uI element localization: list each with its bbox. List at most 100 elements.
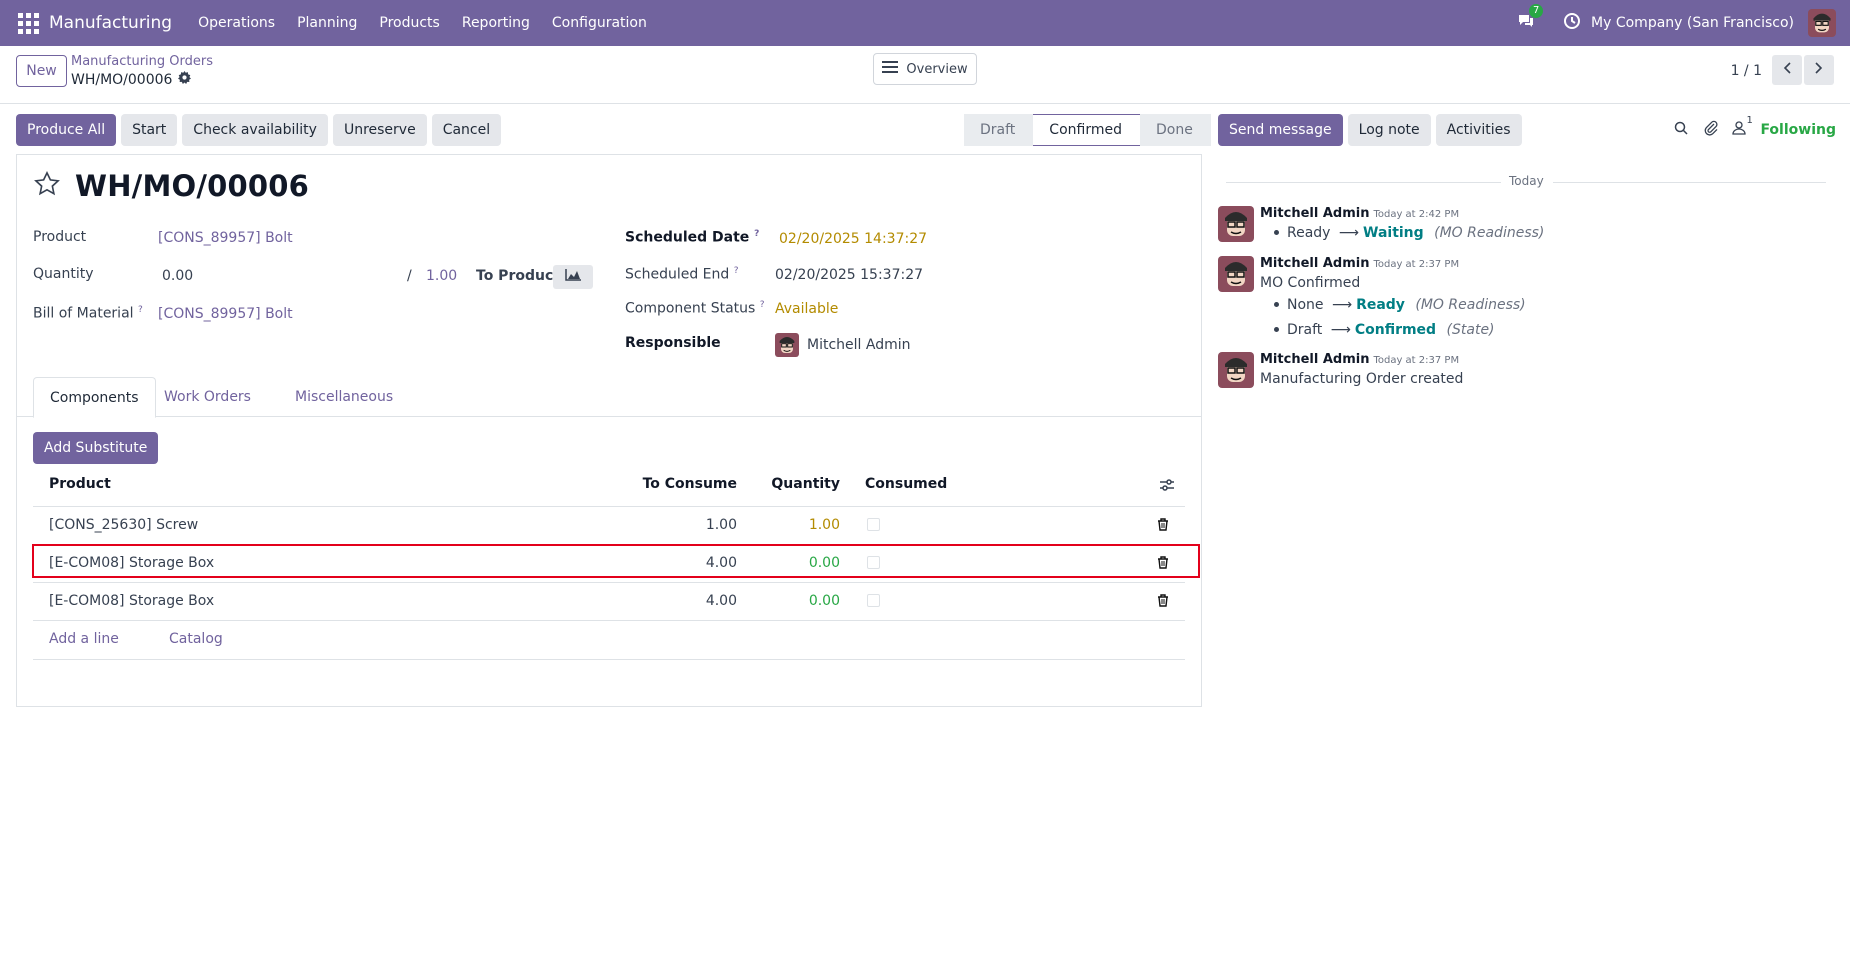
followers-icon[interactable]: 1 <box>1732 115 1753 139</box>
row-consumed-checkbox[interactable] <box>867 518 880 531</box>
responsible-avatar <box>775 333 799 357</box>
following-toggle[interactable]: Following <box>1760 122 1836 138</box>
message-header: Mitchell Admin Today at 2:37 PM <box>1260 352 1459 367</box>
add-substitute-button[interactable]: Add Substitute <box>33 432 159 464</box>
author-avatar[interactable] <box>1218 256 1254 292</box>
stage-confirmed[interactable]: Confirmed <box>1033 114 1140 146</box>
tab-work-orders[interactable]: Work Orders <box>164 389 251 405</box>
gear-icon[interactable] <box>178 71 192 88</box>
bullet-icon <box>1274 326 1279 332</box>
scheduled-end-field[interactable]: 02/20/2025 15:37:27 <box>775 267 924 283</box>
log-note-button[interactable]: Log note <box>1347 114 1431 146</box>
tab-miscellaneous[interactable]: Miscellaneous <box>295 389 394 405</box>
trash-icon[interactable] <box>1157 556 1169 573</box>
row-quantity[interactable]: 1.00 <box>808 517 840 533</box>
author-avatar[interactable] <box>1218 206 1254 242</box>
stage-draft[interactable]: Draft <box>964 114 1034 146</box>
scheduled-date-field[interactable]: 02/20/2025 14:37:27 <box>779 231 928 247</box>
scheduled-end-help-icon[interactable]: ? <box>733 266 739 276</box>
tracking-field: (MO Readiness) <box>1415 297 1526 313</box>
optional-columns-icon[interactable] <box>1159 478 1175 496</box>
col-header-to-consume[interactable]: To Consume <box>642 476 737 492</box>
row-consumed-checkbox[interactable] <box>867 556 880 569</box>
menu-operations[interactable]: Operations <box>198 15 276 31</box>
catalog-link[interactable]: Catalog <box>169 631 223 647</box>
bom-label-text: Bill of Material <box>33 305 134 322</box>
quantity-target[interactable]: 1.00 <box>426 268 458 284</box>
menu-reporting[interactable]: Reporting <box>461 15 530 31</box>
responsible-field[interactable]: Mitchell Admin <box>807 337 911 353</box>
message-body: MO Confirmed <box>1260 275 1361 291</box>
quantity-input[interactable]: 0.00 <box>162 268 194 284</box>
table-row[interactable]: [E-COM08] Storage Box 4.00 0.00 <box>33 582 1185 620</box>
app-name[interactable]: Manufacturing <box>49 13 173 33</box>
cancel-button[interactable]: Cancel <box>431 114 502 146</box>
col-header-quantity[interactable]: Quantity <box>771 476 840 492</box>
forecast-report-button[interactable] <box>553 265 593 289</box>
tracking-field: (State) <box>1446 322 1495 338</box>
author-avatar[interactable] <box>1218 352 1254 388</box>
stage-done[interactable]: Done <box>1139 114 1211 146</box>
pager-previous-button[interactable] <box>1772 55 1802 85</box>
paperclip-icon[interactable] <box>1704 120 1718 140</box>
row-consumed-checkbox[interactable] <box>867 594 880 607</box>
message-author[interactable]: Mitchell Admin <box>1260 206 1370 221</box>
row-quantity[interactable]: 0.00 <box>808 593 840 609</box>
menu-lines-icon <box>882 61 899 77</box>
row-to-consume: 4.00 <box>705 555 737 571</box>
table-row[interactable]: [E-COM08] Storage Box 4.00 0.00 <box>33 544 1185 582</box>
breadcrumb-parent[interactable]: Manufacturing Orders <box>71 54 213 69</box>
user-avatar[interactable] <box>1808 9 1836 37</box>
scheduled-date-help-icon[interactable]: ? <box>754 229 760 239</box>
component-status-help-icon[interactable]: ? <box>759 300 765 310</box>
menu-configuration[interactable]: Configuration <box>551 15 647 31</box>
menu-planning[interactable]: Planning <box>297 15 358 31</box>
status-bar: Draft Confirmed Done <box>964 114 1211 146</box>
col-header-consumed[interactable]: Consumed <box>865 476 948 492</box>
message-author[interactable]: Mitchell Admin <box>1260 352 1370 367</box>
bullet-icon <box>1274 301 1279 307</box>
apps-grid-icon[interactable] <box>16 11 40 35</box>
pager-value[interactable]: 1 / 1 <box>1730 63 1762 79</box>
send-message-button[interactable]: Send message <box>1218 114 1343 146</box>
overview-label: Overview <box>906 61 968 77</box>
tab-components[interactable]: Components <box>33 377 156 418</box>
quantity-separator: / <box>407 268 412 284</box>
trash-icon[interactable] <box>1157 594 1169 611</box>
col-header-product[interactable]: Product <box>49 476 111 492</box>
produce-all-button[interactable]: Produce All <box>16 114 117 146</box>
message-author[interactable]: Mitchell Admin <box>1260 256 1370 271</box>
row-quantity[interactable]: 0.00 <box>808 555 840 571</box>
trash-icon[interactable] <box>1157 518 1169 535</box>
table-row[interactable]: [CONS_25630] Screw 1.00 1.00 <box>33 506 1185 544</box>
bom-help-icon[interactable]: ? <box>138 305 143 315</box>
row-product: [E-COM08] Storage Box <box>49 555 215 571</box>
messages-icon[interactable]: 7 <box>1517 4 1544 33</box>
menu-products[interactable]: Products <box>379 15 440 31</box>
followers-count: 1 <box>1746 115 1753 126</box>
overview-button[interactable]: Overview <box>873 53 977 85</box>
unreserve-button[interactable]: Unreserve <box>332 114 427 146</box>
company-switcher[interactable]: My Company (San Francisco) <box>1591 15 1794 31</box>
add-line-link[interactable]: Add a line <box>49 631 119 647</box>
record-title: WH/MO/00006 <box>75 169 310 203</box>
message-time: Today at 2:37 PM <box>1373 259 1460 270</box>
tracking-old-value: Draft <box>1287 322 1323 338</box>
new-button[interactable]: New <box>16 55 67 87</box>
notebook-tabs: Components Work Orders Miscellaneous <box>17 377 1201 418</box>
table-footer-row: Add a line Catalog <box>33 620 1185 660</box>
search-icon[interactable] <box>1674 121 1688 139</box>
tracking-line: Draft ⟶ Confirmed (State) <box>1260 322 1495 338</box>
activity-clock-icon[interactable] <box>1563 12 1581 34</box>
star-icon[interactable] <box>33 170 61 202</box>
check-availability-button[interactable]: Check availability <box>182 114 328 146</box>
start-button[interactable]: Start <box>121 114 178 146</box>
control-panel: New Manufacturing Orders WH/MO/00006 Ove… <box>0 46 1850 104</box>
activities-button[interactable]: Activities <box>1435 114 1522 146</box>
message-body: Manufacturing Order created <box>1260 371 1464 387</box>
tracking-new-value: Ready <box>1356 297 1405 313</box>
tracking-new-value: Confirmed <box>1354 322 1437 338</box>
product-field[interactable]: [CONS_89957] Bolt <box>158 230 293 246</box>
bom-field[interactable]: [CONS_89957] Bolt <box>158 306 293 322</box>
pager-next-button[interactable] <box>1804 55 1834 85</box>
